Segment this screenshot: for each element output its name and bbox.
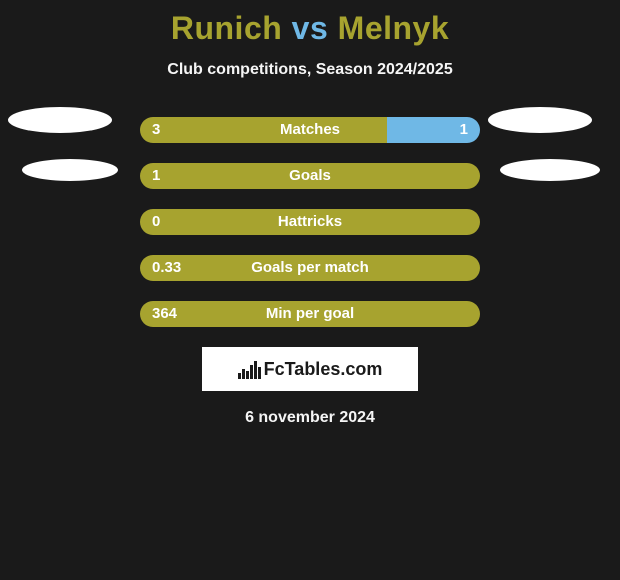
stat-bar-track: Matches31	[140, 117, 480, 143]
stat-bar-track: Goals1	[140, 163, 480, 189]
logo-bars-icon	[238, 359, 260, 379]
stat-bar-left-fill	[140, 117, 387, 143]
page-title: Runich vs Melnyk	[0, 0, 620, 47]
stat-bar-left-fill	[140, 209, 480, 235]
logo-text: FcTables.com	[264, 359, 383, 380]
title-vs: vs	[292, 10, 329, 46]
stat-bar-right-fill	[387, 117, 481, 143]
comparison-chart: Matches31 Goals1 Hattricks0 Goals per match…	[0, 117, 620, 327]
stat-bar-track: Hattricks0	[140, 209, 480, 235]
stat-bar-left-fill	[140, 301, 480, 327]
footer-date: 6 november 2024	[0, 409, 620, 427]
branding-logo: FcTables.com	[202, 347, 418, 391]
stat-bar-left-fill	[140, 255, 480, 281]
stat-row: Hattricks0	[0, 209, 620, 235]
stat-bar-left-fill	[140, 163, 480, 189]
stat-row: Goals1	[0, 163, 620, 189]
stat-row: Min per goal364	[0, 301, 620, 327]
stat-row: Goals per match0.33	[0, 255, 620, 281]
title-left: Runich	[171, 10, 282, 46]
stat-row: Matches31	[0, 117, 620, 143]
title-right: Melnyk	[338, 10, 449, 46]
subtitle: Club competitions, Season 2024/2025	[0, 61, 620, 79]
stat-bar-track: Goals per match0.33	[140, 255, 480, 281]
stat-bar-track: Min per goal364	[140, 301, 480, 327]
